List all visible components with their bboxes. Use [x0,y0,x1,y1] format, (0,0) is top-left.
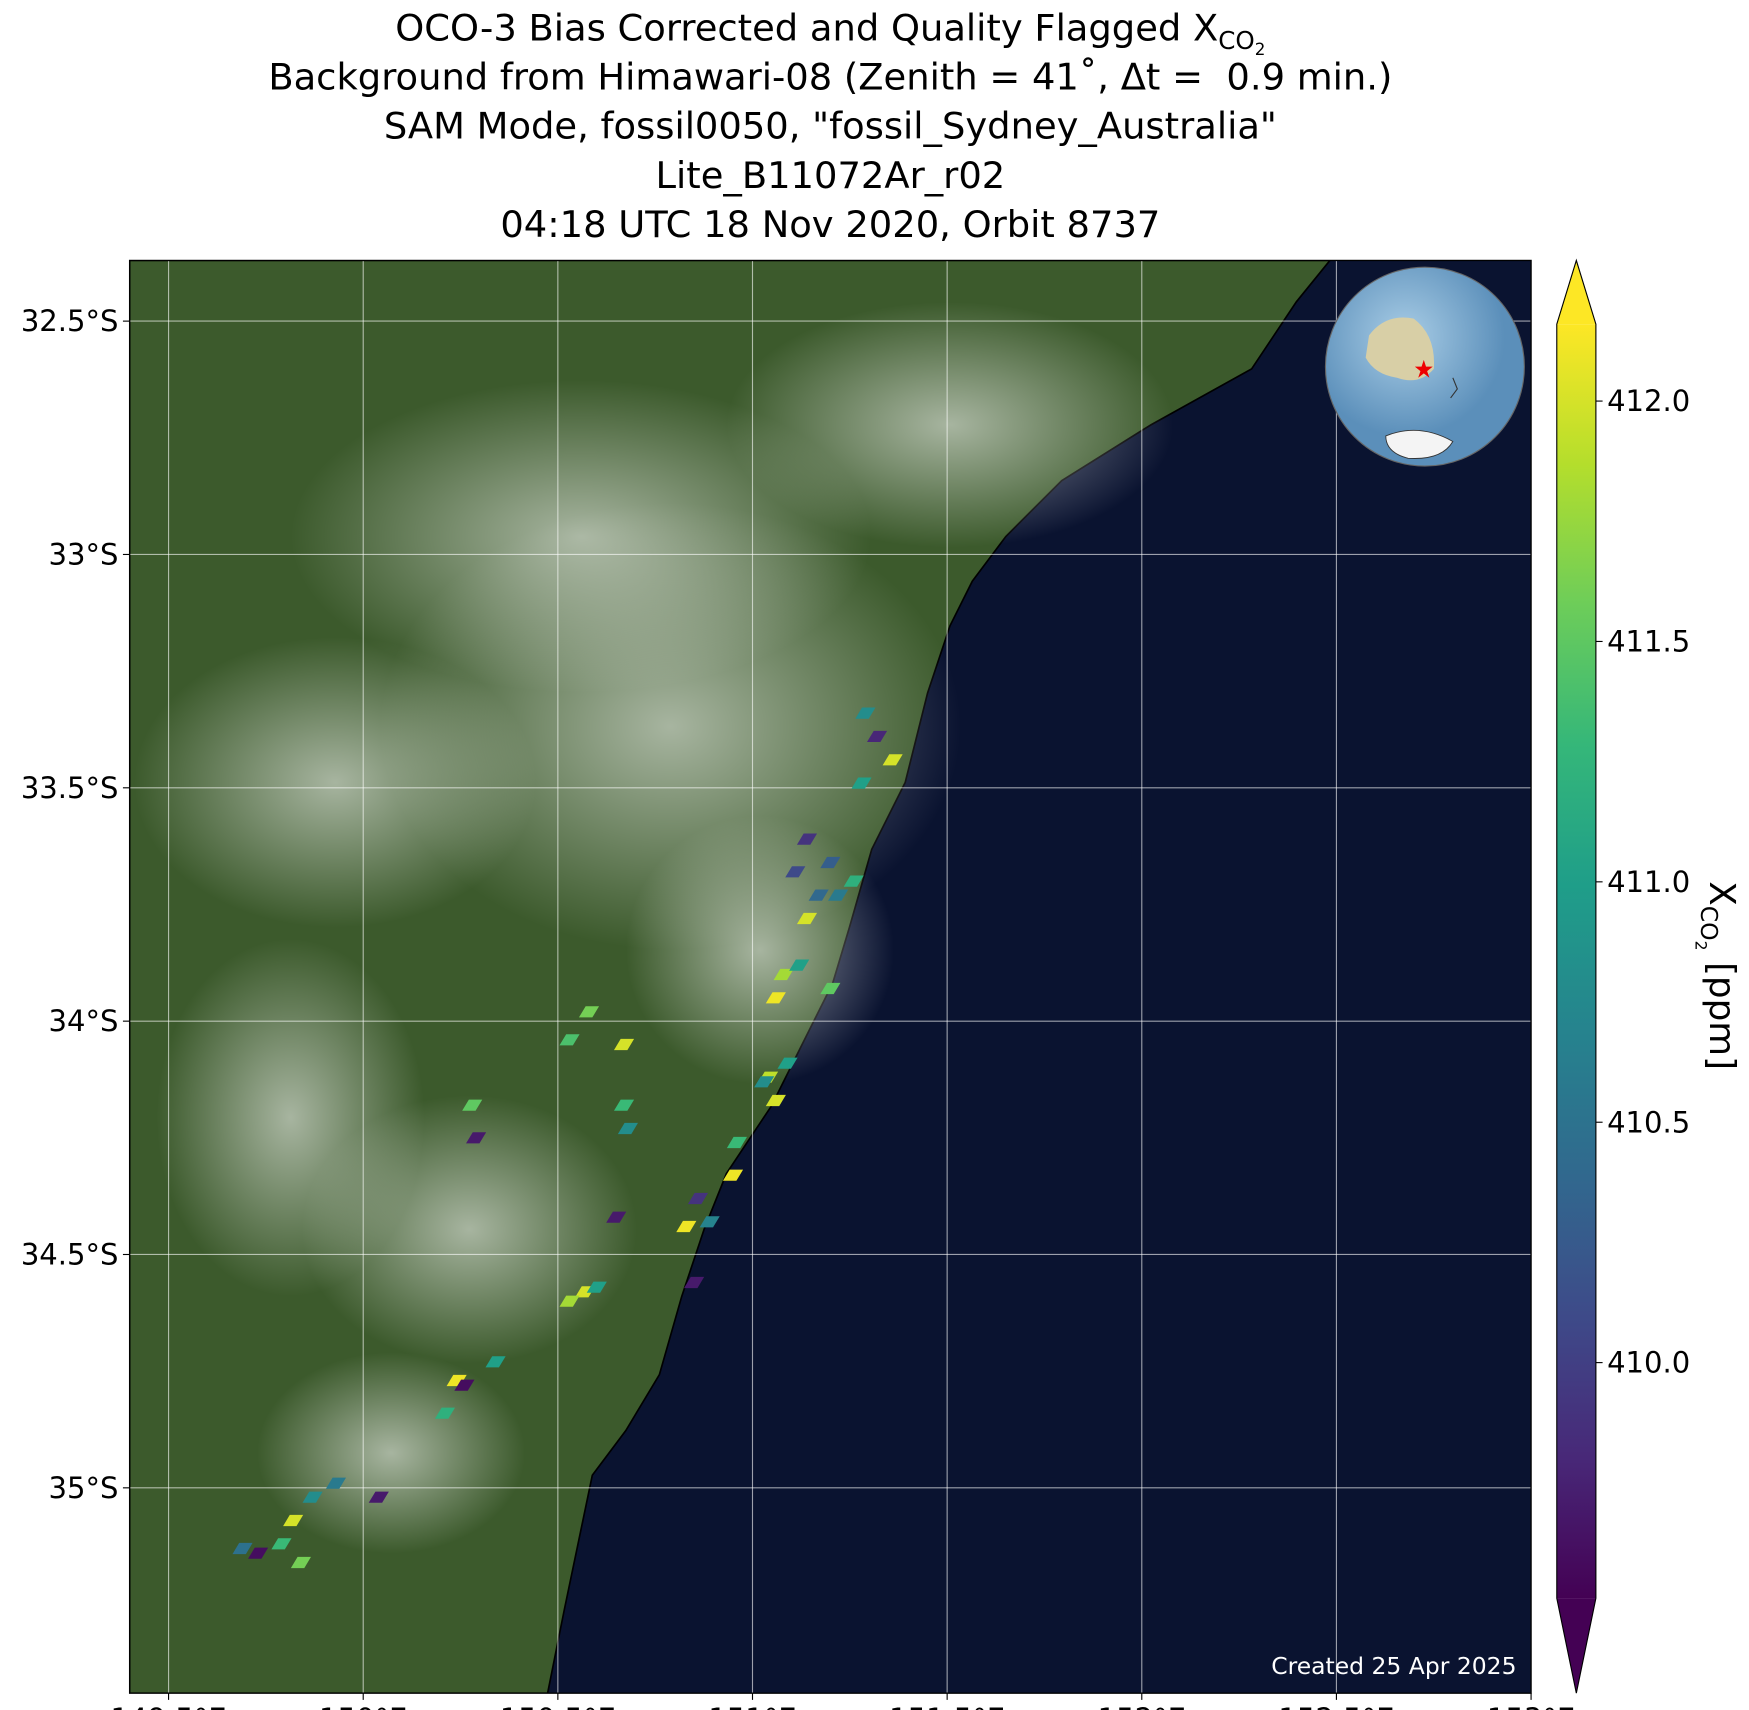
colorbar-extend-min [1556,1598,1596,1694]
sounding [699,1216,720,1228]
y-tick-label: 33.5°S [21,771,119,805]
created-annotation: Created 25 Apr 2025 [1271,1652,1516,1680]
colorbar-gradient [1556,324,1596,1599]
title-text: Lite_B11072Ar_r02 [655,154,1005,197]
sounding [617,1122,638,1135]
sounding [248,1547,269,1559]
sounding [855,707,876,719]
x-tick-label: 151°E [708,1702,796,1710]
sounding [559,1034,580,1046]
colorbar-label-subsub: 2 [1691,941,1710,951]
colorbar-tick-label: 412.0 [1607,384,1690,418]
sounding [283,1514,304,1527]
sounding [462,1099,483,1111]
sounding [232,1542,253,1555]
colorbar-tick-label: 411.5 [1607,625,1690,659]
colorbar-outline [1556,258,1597,1694]
sounding [754,1076,775,1088]
x-tick-label: 153°E [1487,1702,1575,1710]
sounding [796,912,818,925]
sounding [325,1477,347,1489]
title-subsubscript: 2 [1255,39,1266,59]
sounding [820,982,841,995]
sounding [882,754,903,766]
sounding [820,856,841,869]
sounding [559,1295,580,1307]
colorbar-label: XCO2 [ppm] [1691,881,1742,1070]
x-tick-label: 151.5°E [889,1702,1005,1710]
title-text: SAM Mode, fossil0050, "fossil_Sydney_Aus… [384,105,1277,148]
inset-globe [1324,266,1525,467]
title-block: OCO-3 Bias Corrected and Quality Flagged… [268,6,1392,246]
y-tick-label: 32.5°S [21,304,119,338]
sounding [789,959,810,971]
sounding [368,1491,389,1503]
colorbar-tick-label: 410.5 [1607,1105,1690,1139]
sounding [606,1211,627,1223]
colorbar-label-base: X [1701,881,1742,906]
title-text: 04:18 UTC 18 Nov 2020, Orbit 8737 [500,203,1160,246]
colorbar-label-sub: CO [1695,906,1723,941]
colorbar-extend-max [1556,260,1596,325]
colorbar-ticks: 410.0 410.5 411.0 411.5 412.0 [1595,384,1690,1380]
sounding [290,1556,311,1569]
x-tick-label: 150°E [319,1702,407,1710]
sounding [485,1356,506,1368]
y-tick-label: 33°S [49,538,119,572]
sounding [613,1099,635,1111]
colorbar-label-unit: [ppm] [1701,951,1742,1070]
y-tick-label: 34°S [49,1004,119,1038]
title-line: OCO-3 Bias Corrected and Quality Flagged… [395,6,1265,59]
sounding [434,1407,456,1419]
sounding [808,889,829,901]
sounding [676,1220,697,1233]
title-line: Lite_B11072Ar_r02 [655,154,1005,197]
y-tick-label: 35°S [49,1471,119,1505]
colorbar: 410.0 410.5 411.0 411.5 412.0 XCO2 [ppm] [1556,258,1742,1694]
sounding [613,1038,635,1051]
sounding [687,1192,709,1205]
clouds [134,301,1174,1554]
title-text: Background from Himawari-08 (Zenith = 41… [268,55,1392,98]
sounding [302,1491,323,1503]
map-frame [128,259,1532,1694]
title-line: SAM Mode, fossil0050, "fossil_Sydney_Aus… [384,105,1277,148]
x-tick-label: 150.5°E [500,1702,616,1710]
sounding [777,1057,798,1069]
sounding [271,1538,292,1550]
sounding [867,730,888,743]
x-tick-label: 152.5°E [1278,1702,1394,1710]
y-tick-label: 34.5°S [21,1238,119,1272]
x-tick-label: 149.5°E [111,1702,227,1710]
grid [129,260,1532,1694]
sounding [726,1136,747,1149]
sounding [466,1132,487,1144]
title-line: Background from Himawari-08 (Zenith = 41… [268,55,1392,98]
sounding [796,833,818,845]
colorbar-tick-label: 411.0 [1607,865,1690,899]
colorbar-tick-label: 410.0 [1607,1346,1690,1380]
title-text: OCO-3 Bias Corrected and Quality Flagged… [395,6,1218,49]
axes: 149.5°E 150°E 150.5°E 151°E 151.5°E 152°E 152.… [21,304,1575,1710]
map-background: Created 25 Apr 2025 [129,260,1532,1694]
sounding [454,1379,475,1391]
sounding [684,1276,705,1289]
title-line: 04:18 UTC 18 Nov 2020, Orbit 8737 [500,203,1160,246]
sounding [785,866,806,878]
x-tick-label: 152°E [1098,1702,1186,1710]
sounding [851,777,872,789]
title-subscript: CO [1218,26,1255,55]
sounding [722,1169,744,1181]
